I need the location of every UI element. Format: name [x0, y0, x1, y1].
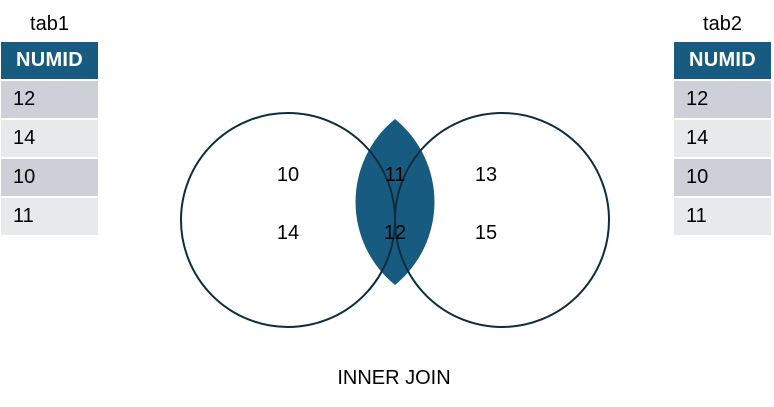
table-row: 12: [1, 81, 98, 118]
left-only-value: 14: [277, 222, 299, 244]
diagram-title: INNER JOIN: [337, 367, 451, 389]
table-caption: tab2: [703, 13, 742, 35]
table-row: 11: [674, 198, 771, 235]
table-row: 11: [1, 198, 98, 235]
table-tab1: tab1 NUMID 12 14 10 11: [1, 8, 98, 235]
right-only-value: 15: [475, 222, 497, 244]
table-row: 10: [674, 159, 771, 196]
left-only-value: 10: [277, 164, 299, 186]
table-row: 14: [1, 120, 98, 157]
table-row: 14: [674, 120, 771, 157]
column-header: NUMID: [674, 42, 771, 79]
right-only-value: 13: [475, 164, 497, 186]
table-caption: tab1: [30, 13, 69, 35]
intersection-value: 12: [384, 222, 406, 244]
table-row: 10: [1, 159, 98, 196]
column-header: NUMID: [1, 42, 98, 79]
intersection-region: [355, 119, 435, 285]
table-tab2: tab2 NUMID 12 14 10 11: [674, 8, 771, 235]
right-set-circle: [394, 112, 610, 328]
table-row: 12: [674, 81, 771, 118]
intersection-value: 11: [385, 164, 406, 186]
